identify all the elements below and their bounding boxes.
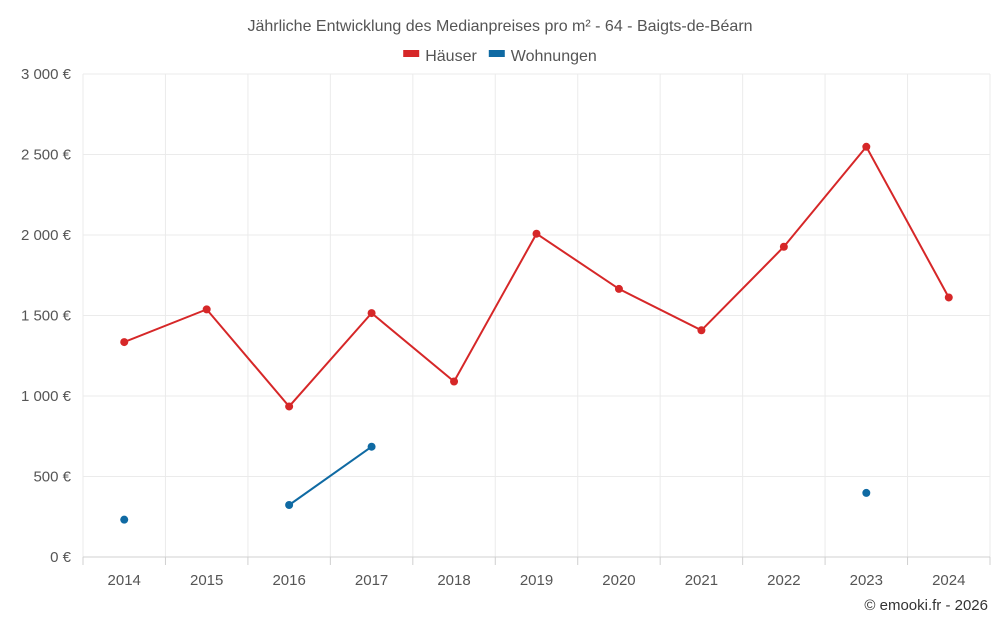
data-point[interactable] xyxy=(697,326,706,335)
y-axis: 0 € 500 € 1 000 € 1 500 € 2 000 € 2 500 € 3 00… xyxy=(21,66,72,566)
x-tick-label: 2015 xyxy=(190,572,223,589)
data-point[interactable] xyxy=(944,293,953,302)
x-tick-label: 2024 xyxy=(932,572,965,589)
x-tick-label: 2014 xyxy=(108,572,141,589)
y-tick-label: 500 € xyxy=(33,469,71,486)
legend: Häuser Wohnungen xyxy=(403,48,597,65)
data-point[interactable] xyxy=(532,229,541,238)
data-point[interactable] xyxy=(202,305,211,314)
x-tick-label: 2016 xyxy=(272,572,305,589)
grid xyxy=(82,73,991,557)
legend-label: Wohnungen xyxy=(511,48,597,65)
data-point[interactable] xyxy=(450,377,459,386)
series-wohnungen xyxy=(120,442,871,524)
series-line xyxy=(288,445,373,506)
series-häuser xyxy=(120,142,953,411)
y-tick-label: 1 500 € xyxy=(21,308,72,325)
data-point[interactable] xyxy=(862,142,871,151)
data-point[interactable] xyxy=(367,442,376,451)
x-axis: 2014 2015 2016 2017 2018 2019 2020 2021 2022 2023… xyxy=(82,556,991,589)
x-tick-label: 2017 xyxy=(355,572,388,589)
data-point[interactable] xyxy=(285,402,294,411)
x-tick-label: 2021 xyxy=(685,572,718,589)
data-point[interactable] xyxy=(120,515,129,524)
chart-title: Jährliche Entwicklung des Medianpreises … xyxy=(247,18,752,35)
data-point[interactable] xyxy=(862,488,871,497)
data-point[interactable] xyxy=(779,242,788,251)
credit-text: © emooki.fr - 2026 xyxy=(864,597,988,614)
x-tick-label: 2018 xyxy=(437,572,470,589)
y-tick-label: 2 000 € xyxy=(21,227,72,244)
data-point[interactable] xyxy=(614,284,623,293)
y-tick-label: 2 500 € xyxy=(21,147,72,164)
legend-label: Häuser xyxy=(425,48,477,65)
legend-swatch xyxy=(488,50,505,57)
series-layer xyxy=(120,142,953,524)
y-tick-label: 3 000 € xyxy=(21,66,72,83)
x-tick-label: 2023 xyxy=(850,572,883,589)
x-tick-label: 2019 xyxy=(520,572,553,589)
legend-swatch xyxy=(403,50,420,57)
x-tick-label: 2020 xyxy=(602,572,635,589)
y-tick-label: 0 € xyxy=(50,549,72,566)
data-point[interactable] xyxy=(120,338,129,347)
data-point[interactable] xyxy=(285,500,294,509)
legend-item[interactable]: Wohnungen xyxy=(488,48,597,65)
y-tick-label: 1 000 € xyxy=(21,388,72,405)
legend-item[interactable]: Häuser xyxy=(403,48,477,65)
data-point[interactable] xyxy=(367,309,376,318)
x-tick-label: 2022 xyxy=(767,572,800,589)
